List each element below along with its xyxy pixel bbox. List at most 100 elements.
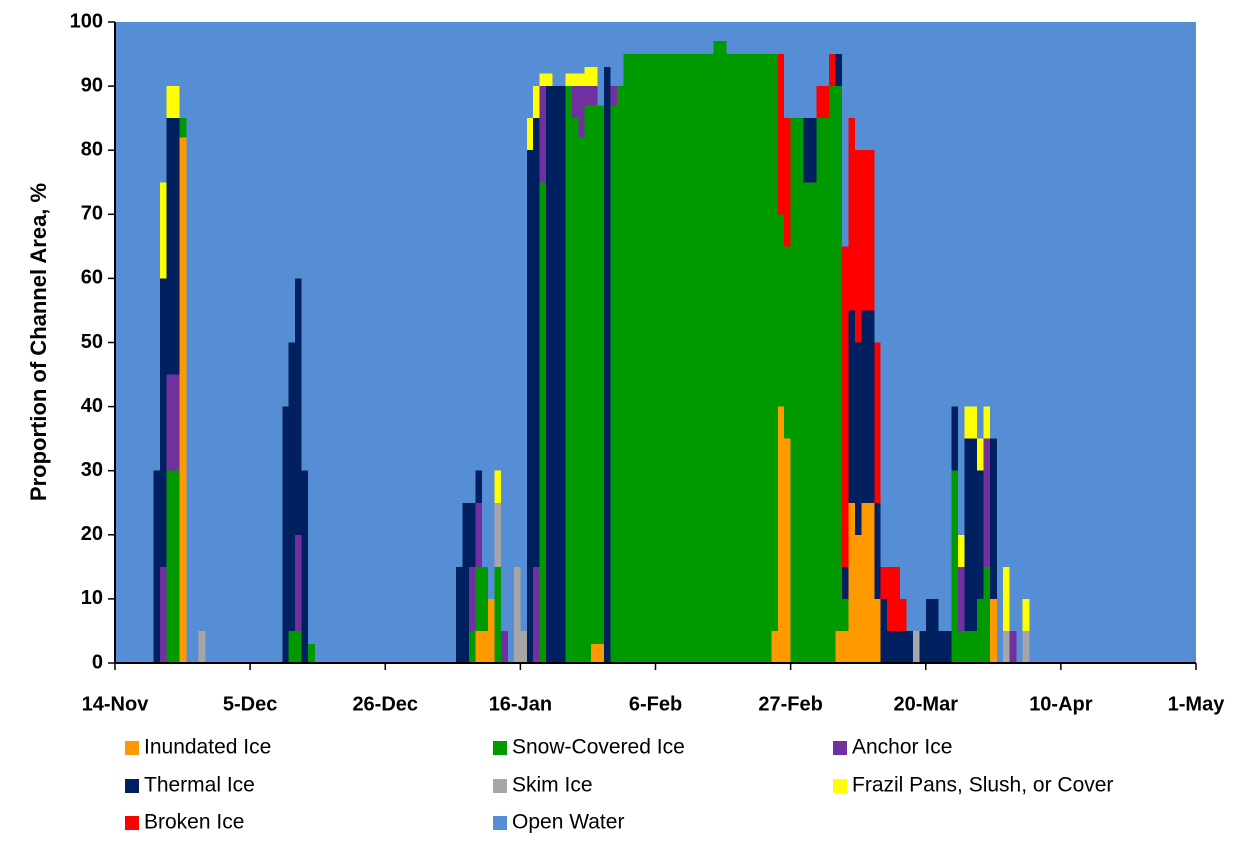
legend-swatch [833, 741, 847, 755]
bar-segment [172, 470, 180, 663]
bar-segment [571, 118, 579, 663]
bar-segment [546, 86, 554, 664]
bar-segment [687, 22, 695, 55]
bar-segment [546, 22, 554, 74]
bar-segment [777, 22, 785, 55]
bar-segment [295, 22, 303, 279]
bar-segment [526, 22, 534, 119]
bar-segment [642, 54, 650, 664]
bar-segment [900, 598, 908, 631]
bars [153, 22, 1030, 664]
bar-segment [867, 310, 875, 503]
bar-segment [912, 630, 920, 663]
bar-segment [861, 310, 869, 503]
bar-segment [160, 182, 168, 279]
bar-segment [166, 86, 174, 119]
bar-segment [462, 502, 470, 663]
bar-segment [179, 118, 187, 138]
bar-segment [732, 54, 740, 664]
bar-segment [764, 22, 772, 55]
bar-segment [739, 22, 747, 55]
bar-segment [854, 22, 863, 151]
bar-segment [990, 22, 998, 439]
bar-segment [829, 22, 837, 55]
bar-segment [809, 22, 817, 119]
bar-segment [957, 630, 965, 663]
bar-segment [481, 630, 489, 663]
bar-segment [288, 342, 296, 631]
bar-segment [790, 22, 798, 119]
bar-segment [668, 54, 676, 664]
bar-segment [932, 22, 940, 599]
bar-segment [565, 73, 573, 87]
x-tick-label: 20-Mar [894, 693, 959, 715]
bar-segment [591, 66, 599, 87]
legend-label: Skim Ice [512, 774, 593, 797]
legend-swatch [493, 816, 507, 830]
bar-segment [533, 118, 541, 567]
bar-segment [694, 22, 702, 55]
bar-segment [501, 22, 509, 631]
bar-segment [166, 22, 174, 87]
bar-segment [797, 118, 805, 663]
bar-segment [745, 22, 753, 55]
bar-segment [1022, 630, 1030, 663]
bar-segment [842, 630, 850, 663]
legend-swatch [125, 741, 139, 755]
bar-segment [623, 54, 631, 664]
bar-segment [700, 54, 708, 664]
bar-segment [655, 54, 663, 664]
bar-segment [938, 22, 946, 631]
bar-segment [649, 54, 657, 664]
bar-segment [951, 470, 959, 663]
bar-segment [771, 22, 779, 55]
bar-segment [468, 22, 476, 503]
bar-segment [655, 22, 663, 55]
bar-segment [906, 630, 914, 663]
bar-segment [745, 54, 753, 664]
bar-segment [854, 150, 863, 343]
bar-segment [893, 630, 901, 663]
bar-segment [719, 22, 727, 42]
bar-segment [887, 566, 895, 631]
bar-segment [681, 54, 689, 664]
bar-segment [777, 406, 785, 663]
bar-segment [179, 137, 187, 663]
bar-segment [726, 54, 734, 664]
legend-swatch [125, 816, 139, 830]
bar-segment [282, 22, 290, 407]
bar-segment [919, 22, 927, 631]
bar-segment [481, 22, 489, 567]
bar-segment [533, 22, 541, 87]
bar-segment [694, 54, 702, 664]
bar-segment [475, 502, 483, 567]
legend-label: Broken Ice [144, 811, 244, 834]
bar-segment [848, 118, 856, 311]
bar-segment [822, 118, 830, 663]
bar-segment [874, 342, 882, 503]
bar-segment [874, 598, 882, 663]
y-tick-label: 70 [81, 203, 103, 225]
bar-segment [584, 22, 592, 67]
bar-segment [842, 598, 850, 631]
bar-segment [160, 278, 168, 567]
bar-segment [462, 22, 470, 503]
bar-segment [713, 41, 721, 664]
bar-segment [945, 630, 953, 663]
bar-segment [468, 630, 476, 663]
legend-label: Open Water [512, 811, 624, 834]
bar-segment [925, 598, 933, 663]
bar-segment [861, 502, 869, 663]
bar-segment [700, 22, 708, 55]
bar-segment [456, 566, 464, 663]
bar-segment [977, 22, 985, 439]
bar-segment [970, 438, 978, 631]
bar-segment [900, 630, 908, 663]
bar-segment [983, 22, 991, 407]
bar-segment [604, 22, 612, 67]
bar-segment [835, 86, 843, 631]
bar-segment [887, 22, 895, 567]
bar-segment [809, 182, 817, 663]
bar-segment [970, 22, 978, 407]
bar-segment [468, 566, 476, 631]
